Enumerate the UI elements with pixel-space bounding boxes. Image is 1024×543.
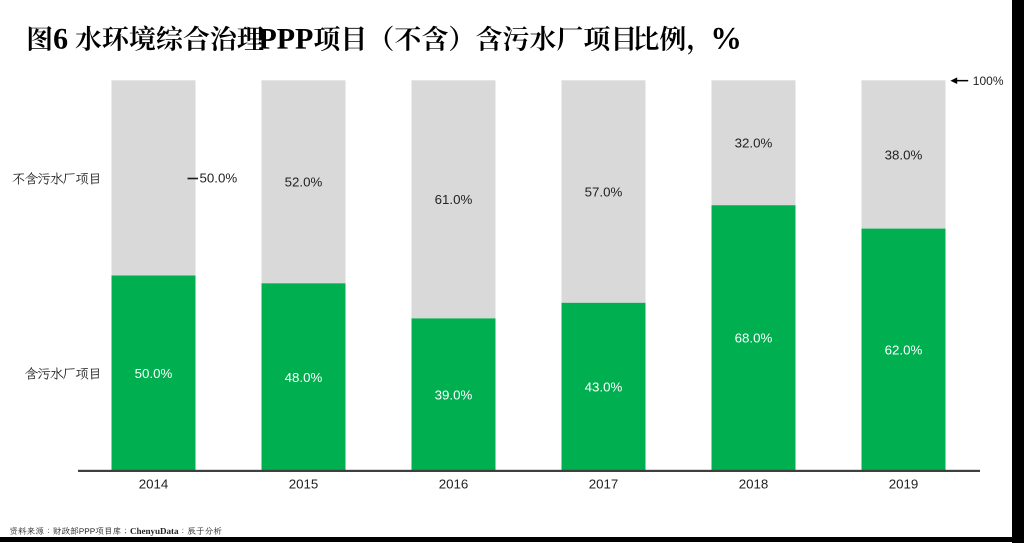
svg-text:2019: 2019 <box>889 477 919 492</box>
svg-text:57.0%: 57.0% <box>585 184 623 199</box>
svg-text:50.0%: 50.0% <box>200 171 238 186</box>
svg-text:100%: 100% <box>973 74 1004 88</box>
svg-text:38.0%: 38.0% <box>885 147 923 162</box>
svg-text:61.0%: 61.0% <box>435 192 473 207</box>
svg-text:48.0%: 48.0% <box>285 370 323 385</box>
svg-text:52.0%: 52.0% <box>285 175 323 190</box>
svg-text:2014: 2014 <box>139 477 169 492</box>
svg-text:50.0%: 50.0% <box>135 366 173 381</box>
svg-text:62.0%: 62.0% <box>885 343 923 358</box>
svg-text:39.0%: 39.0% <box>435 387 473 402</box>
svg-text:43.0%: 43.0% <box>585 380 623 395</box>
svg-text:2018: 2018 <box>739 477 769 492</box>
svg-text:2015: 2015 <box>289 477 319 492</box>
svg-text:2016: 2016 <box>439 477 469 492</box>
svg-text:68.0%: 68.0% <box>735 331 773 346</box>
svg-text:2017: 2017 <box>589 477 619 492</box>
svg-text:32.0%: 32.0% <box>735 136 773 151</box>
